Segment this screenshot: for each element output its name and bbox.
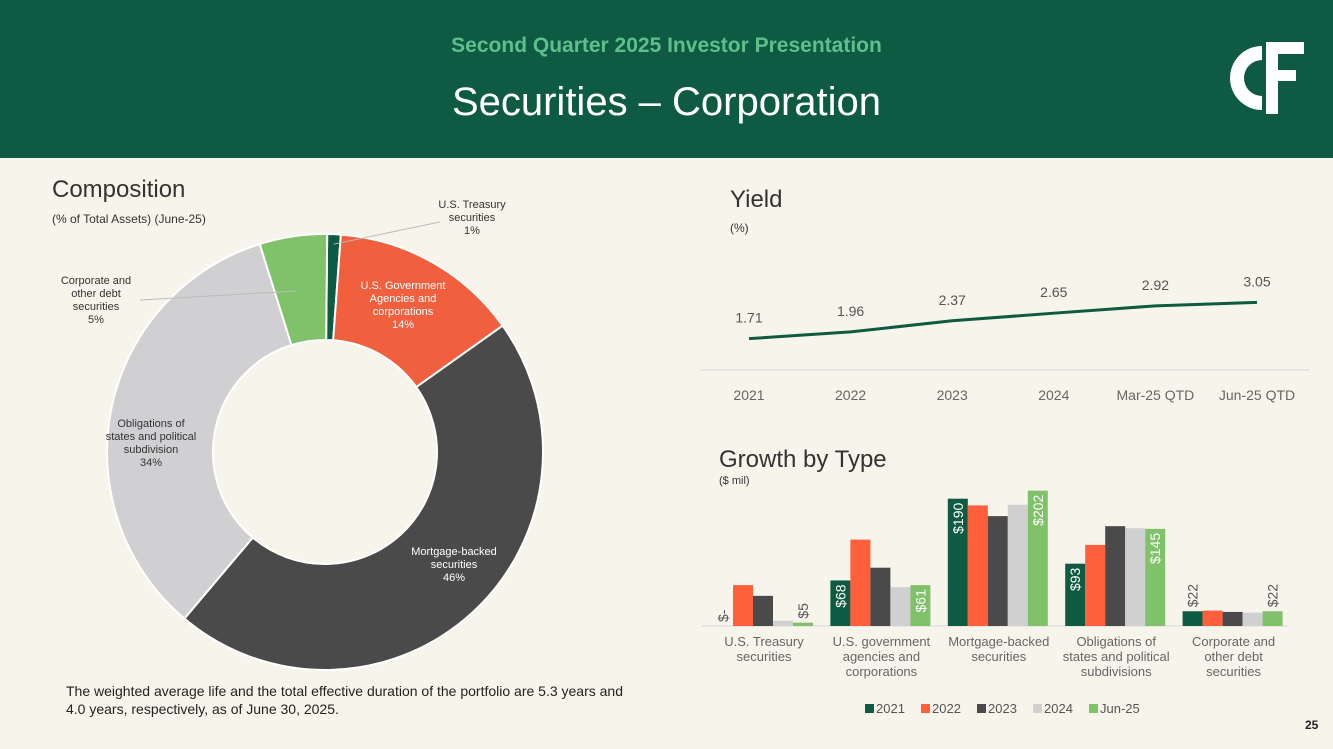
legend-label-2023: 2023 [988,701,1017,716]
yield-data-label: 3.05 [1243,273,1270,289]
legend-swatch-2021 [865,704,874,713]
bar-2023-4 [1222,611,1243,626]
bar-data-label: $93 [1067,567,1083,591]
bar-data-label: $145 [1147,533,1163,564]
svg-text:&: & [1250,71,1267,93]
legend-label-2024: 2024 [1044,701,1073,716]
composition-subtitle: (% of Total Assets) (June-25) [52,212,206,226]
legend-swatch-jun-25 [1089,704,1098,713]
growth-x-tick-label: U.S. Treasury securities [724,634,804,664]
yield-data-label: 2.37 [939,292,966,308]
bar-2023-1 [870,567,891,626]
yield-x-tick-label: 2021 [733,387,764,403]
growth-x-tick-label: U.S. government agencies and corporations [833,634,931,679]
yield-data-label: 2.92 [1142,277,1169,293]
donut-slice-obligations [106,242,293,620]
bar-2022-1 [850,539,871,626]
bar-2021-3 [1065,563,1086,626]
footnote-text: The weighted average life and the total … [66,683,623,717]
yield-title: Yield [730,186,783,213]
donut-slice-mortgage [182,324,544,671]
yield-x-tick-label: 2022 [835,387,866,403]
yield-data-label: 1.96 [837,303,864,319]
growth-bar-chart: $- $5 U.S. Treasury securities $68 $61 U.S. go… [702,490,1288,716]
yield-line [748,300,1258,341]
yield-subtitle: (%) [730,221,749,235]
treasury-leader-line [333,221,441,245]
legend-label-2022: 2022 [932,701,961,716]
yield-x-tick-label: Jun-25 QTD [1219,387,1295,403]
legend-label-jun-25: Jun-25 [1100,701,1140,716]
bar-2022-3 [1085,544,1106,626]
yield-line-chart: 1.71 1.96 2.37 2.65 2.92 3.05 2021 2022 2023 2024… [700,273,1310,403]
bar-2024-3 [1125,528,1146,626]
page-number: 25 [1305,718,1319,732]
bar-2023-0 [753,595,773,626]
yield-x-tick-label: 2023 [937,387,968,403]
header-banner [0,0,1333,158]
bar-2021-1 [830,580,851,626]
growth-x-tick-label: Mortgage-backed securities [948,634,1049,664]
bar-2022-2 [967,505,988,626]
company-logo: & [1230,42,1304,114]
donut-label-mortgage: Mortgage-backed securities 46% [411,546,497,584]
bar-2021-2 [947,498,968,626]
bar-data-label: $68 [832,584,848,608]
bar-data-label: $190 [950,502,966,533]
donut-slice-corporate [258,233,329,347]
bar-jun-25-4 [1262,611,1283,626]
page-title: Securities – Corporation [451,80,882,124]
donut-label-agencies: U.S. Government Agencies and corporations 1… [361,280,446,331]
bar-2022-4 [1202,610,1223,626]
yield-data-label: 2.65 [1040,284,1067,300]
yield-data-label: 1.71 [735,310,762,326]
bar-jun-25-3 [1145,528,1166,626]
bar-2023-3 [1105,526,1126,626]
bar-data-label: $22 [1185,584,1201,608]
legend-swatch-2024 [1033,704,1042,713]
bar-jun-25-2 [1027,490,1048,626]
bar-2024-0 [773,620,793,626]
donut-label-treasury: U.S. Treasury securities 1% [438,199,506,237]
donut-label-corporate: Corporate and other debt securities 5% [61,275,131,326]
yield-x-tick-label: 2024 [1038,387,1069,403]
bar-2024-2 [1007,504,1028,626]
growth-title: Growth by Type [719,446,887,473]
composition-title: Composition [52,176,186,203]
composition-donut-chart: U.S. Treasury securities 1% U.S. Government… [61,199,544,671]
legend-swatch-2023 [977,704,986,713]
bar-data-label: $22 [1265,584,1281,608]
growth-subtitle: ($ mil) [719,475,750,487]
bar-2022-0 [733,585,753,626]
growth-x-tick-label: Corporate and other debt securities [1192,634,1275,679]
bar-data-label: $5 [795,603,811,619]
yield-x-tick-label: Mar-25 QTD [1117,387,1195,403]
bar-data-label: $202 [1030,494,1046,525]
donut-label-obligations: Obligations of states and political subdiv… [106,418,197,469]
bar-jun-25-0 [793,622,813,626]
bar-2024-1 [890,587,911,626]
growth-x-tick-label: Obligations of states and political subdiv… [1063,634,1170,679]
legend-swatch-2022 [921,704,930,713]
bar-2024-4 [1242,612,1263,626]
bar-jun-25-1 [910,585,931,626]
legend-label-2021: 2021 [876,701,905,716]
presentation-subtitle: Second Quarter 2025 Investor Presentatio… [451,34,882,57]
bar-2021-4 [1182,611,1203,626]
corporate-leader-line [139,290,298,301]
bar-data-label: $- [715,609,731,622]
bar-2023-2 [987,516,1008,626]
bar-data-label: $61 [912,589,928,613]
